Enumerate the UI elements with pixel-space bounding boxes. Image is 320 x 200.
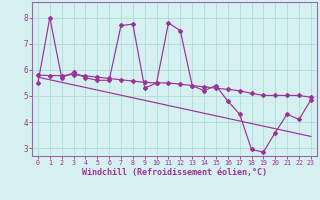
X-axis label: Windchill (Refroidissement éolien,°C): Windchill (Refroidissement éolien,°C) [82,168,267,177]
